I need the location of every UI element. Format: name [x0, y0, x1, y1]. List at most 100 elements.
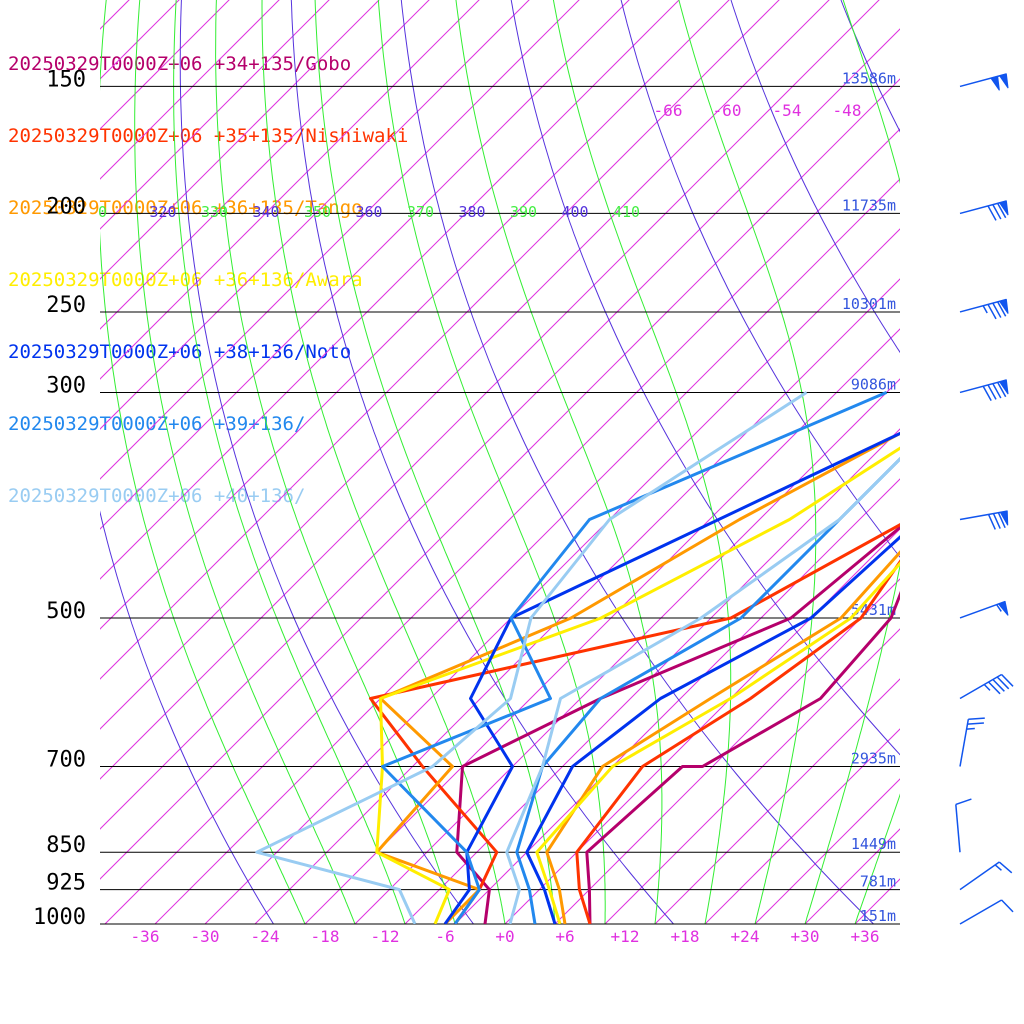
pressure-label: 925	[46, 871, 86, 896]
theta-label: 370	[407, 203, 434, 221]
height-label: 10301m	[842, 295, 896, 313]
wind-barb-flag	[992, 302, 1002, 318]
dry-adiabat-line	[951, 0, 1024, 924]
isotherm-line	[454, 478, 900, 924]
moist-adiabat-line	[261, 0, 506, 924]
dry-adiabat-line	[400, 0, 874, 924]
wind-barb-staff	[959, 600, 1006, 619]
wind-barb-pennant	[990, 75, 1000, 91]
temperature-tick-label: -30	[191, 927, 220, 946]
temperature-profile-line	[505, 456, 900, 924]
moist-adiabat-line	[215, 0, 456, 924]
isotherm-label: -66	[654, 101, 683, 120]
wind-barb-flag	[987, 304, 997, 320]
pressure-label: 1000	[33, 905, 86, 930]
wind-barb-staff	[955, 804, 961, 853]
isotherm-line	[100, 0, 180, 80]
moist-adiabat-line	[905, 0, 1024, 924]
height-label: 781m	[860, 873, 896, 891]
temperature-tick-label: -24	[251, 927, 280, 946]
theta-label: 400	[562, 203, 589, 221]
isotherm-line	[100, 0, 330, 230]
isotherm-line	[554, 578, 900, 924]
isotherm-line	[100, 0, 780, 680]
wind-barb-flag	[998, 861, 1013, 874]
theta-label: 410	[613, 203, 640, 221]
isotherm-line	[100, 0, 680, 580]
wind-barb-flag	[968, 717, 985, 721]
wind-barb-half	[994, 864, 1002, 871]
wind-barb-flag	[992, 513, 1001, 529]
isotherm-line	[1005, 0, 1024, 924]
wind-barb-flag	[997, 512, 1006, 529]
dewpoint-profile-line	[369, 523, 900, 924]
temperature-profile-line	[585, 590, 900, 924]
isotherm-label: -48	[833, 101, 862, 120]
isotherm-line	[354, 378, 900, 924]
height-label: 11735m	[842, 196, 896, 214]
wind-barb-half	[996, 604, 1002, 612]
isotherm-line	[100, 28, 900, 830]
temperature-profile-line	[535, 561, 900, 924]
isotherm-line	[100, 0, 880, 780]
temperature-tick-label: -18	[311, 927, 340, 946]
wind-barb-flag	[992, 678, 1005, 692]
dry-adiabat-line	[179, 0, 474, 924]
theta-label: 390	[510, 203, 537, 221]
isotherm-line	[654, 678, 900, 924]
wind-barb-flag	[1001, 673, 1014, 687]
dewpoint-profile-line	[455, 525, 900, 924]
temperature-tick-label: +12	[611, 927, 640, 946]
temperature-tick-label: +30	[791, 927, 820, 946]
dewpoint-profile-line	[375, 431, 900, 924]
wind-barb-staff	[959, 719, 970, 767]
dewpoint-profile-line	[381, 391, 888, 924]
wind-barb-pennant	[998, 200, 1009, 216]
moist-adiabat-line	[678, 0, 817, 924]
pressure-label: 150	[46, 67, 86, 92]
wind-barb-flag	[982, 385, 992, 402]
wind-barb-pennant	[999, 510, 1009, 526]
isotherm-line	[704, 728, 900, 924]
dry-adiabat-line	[100, 510, 274, 924]
temperature-profile-line	[545, 550, 900, 924]
wind-barb-pennant	[998, 379, 1009, 395]
isotherm-line	[754, 778, 900, 924]
wind-barb-flag	[987, 384, 997, 400]
wind-barb-flag	[987, 514, 996, 530]
moist-adiabat-line	[173, 0, 406, 924]
isotherm-line	[104, 128, 900, 924]
temperature-tick-label: +6	[555, 927, 574, 946]
legend-item: 20250329T0000Z+06 +35+135/Nishiwaki	[8, 125, 409, 147]
moist-adiabat-line	[134, 0, 356, 924]
wind-barb-flag	[992, 204, 1002, 220]
isotherm-line	[100, 0, 430, 330]
temperature-tick-label: +18	[671, 927, 700, 946]
isotherm-line	[604, 628, 900, 924]
wind-barb-half	[982, 305, 988, 314]
wind-barb-staff	[959, 861, 1000, 891]
temperature-tick-label: -36	[131, 927, 160, 946]
theta-label: 320	[150, 203, 177, 221]
wind-barb-pennant	[998, 73, 1009, 89]
dry-adiabat-line	[290, 0, 674, 924]
wind-barb-flag	[967, 722, 984, 725]
wind-barb-pennant	[997, 600, 1009, 616]
wind-barb-staff	[959, 899, 1002, 925]
wind-barb-staff	[959, 200, 1007, 215]
height-label: 13586m	[842, 69, 896, 87]
theta-label: 380	[459, 203, 486, 221]
isotherm-line	[100, 0, 830, 730]
wind-barb-staff	[959, 73, 1007, 88]
temperature-profile-line	[575, 559, 900, 924]
dewpoint-profile-line	[443, 431, 900, 924]
wind-barb-half	[966, 727, 975, 730]
wind-barb-flag	[955, 798, 972, 806]
dewpoint-profile-line	[375, 446, 900, 924]
dry-adiabat-line	[510, 0, 900, 756]
wind-barb-flag	[987, 205, 997, 221]
wind-barb-flag	[1001, 899, 1014, 913]
isotherm-line	[905, 0, 1024, 924]
wind-barb-staff	[959, 510, 1008, 521]
